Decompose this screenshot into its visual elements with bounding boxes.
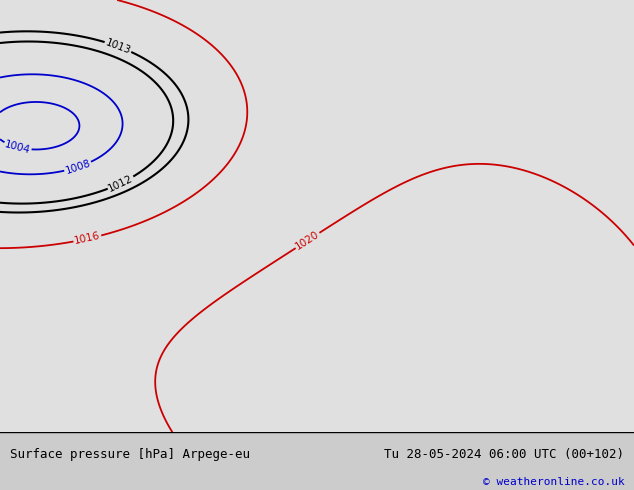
Text: © weatheronline.co.uk: © weatheronline.co.uk	[482, 477, 624, 487]
Text: 1020: 1020	[294, 229, 321, 252]
Text: 1016: 1016	[74, 231, 101, 246]
Text: 1013: 1013	[104, 37, 133, 56]
Text: 1004: 1004	[4, 139, 32, 155]
Text: 1008: 1008	[64, 158, 92, 176]
Text: 1012: 1012	[107, 173, 135, 194]
Text: Surface pressure [hPa] Arpege-eu: Surface pressure [hPa] Arpege-eu	[10, 448, 250, 462]
Text: Tu 28-05-2024 06:00 UTC (00+102): Tu 28-05-2024 06:00 UTC (00+102)	[384, 448, 624, 462]
